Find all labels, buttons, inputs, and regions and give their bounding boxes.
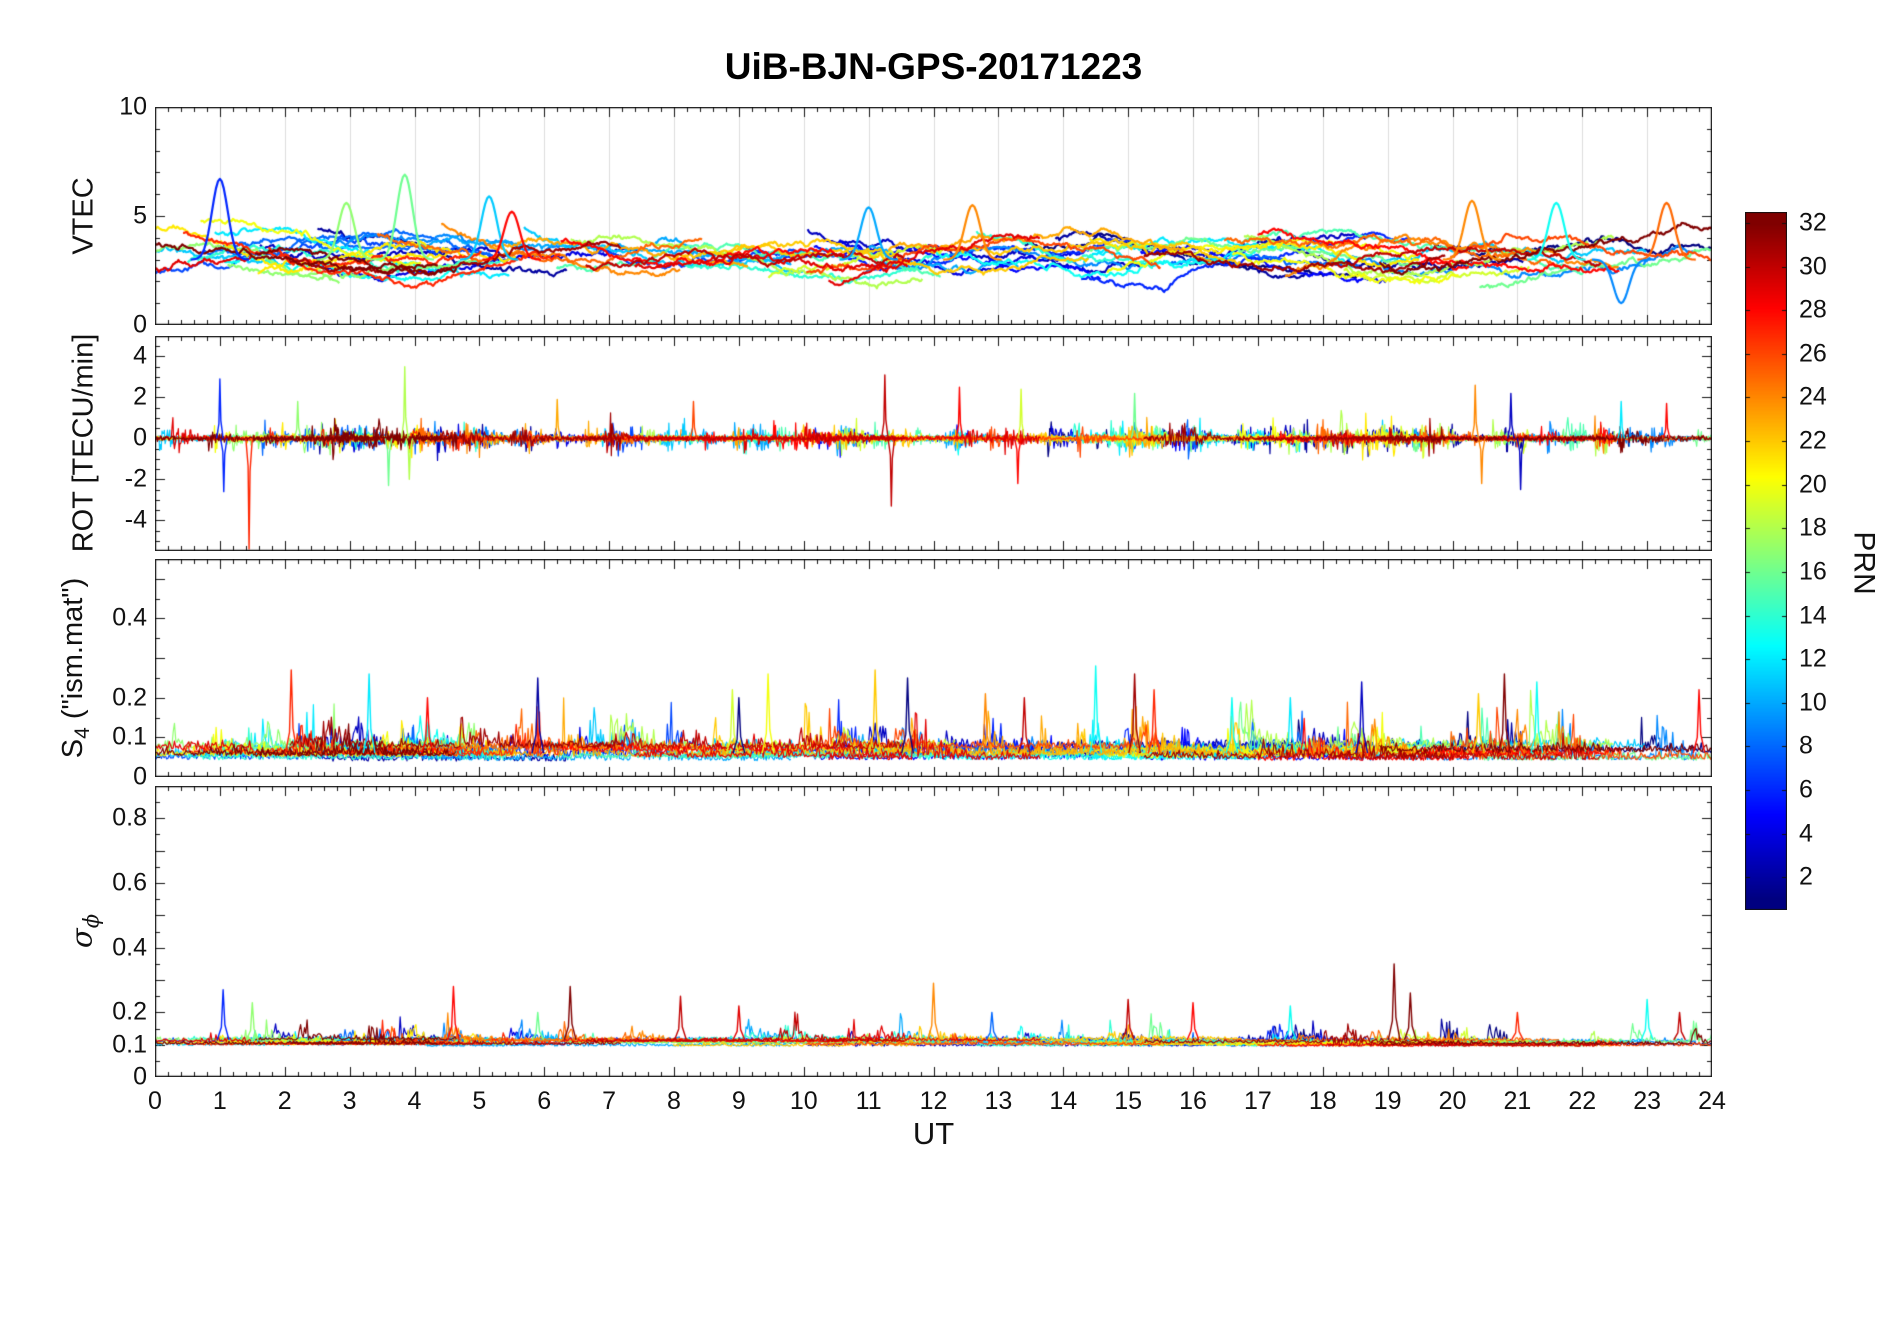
x-tick-label: 11 [855, 1087, 882, 1115]
y-tick-label: -2 [124, 464, 147, 493]
y-tick-label: 2 [133, 382, 147, 411]
y-tick-label: 0 [133, 762, 147, 791]
colorbar-tick-label: 2 [1799, 862, 1813, 891]
panel-s4 [155, 559, 1712, 777]
colorbar-tick-label: 26 [1799, 339, 1827, 368]
y-tick-label: 0.4 [112, 603, 147, 632]
x-tick-label: 22 [1568, 1087, 1597, 1115]
y-tick-label: 0.2 [112, 683, 147, 712]
colorbar [1745, 212, 1787, 910]
y-tick-label: 4 [133, 341, 147, 370]
x-tick-label: 1 [212, 1087, 227, 1115]
x-tick-label: 18 [1308, 1087, 1337, 1115]
y-tick-label: 0 [133, 423, 147, 452]
colorbar-tick-label: 22 [1799, 426, 1827, 455]
colorbar-tick-label: 4 [1799, 819, 1813, 848]
colorbar-label-prn: PRN [1847, 531, 1881, 595]
x-tick-label: 23 [1633, 1087, 1662, 1115]
rot-plot-canvas [155, 336, 1712, 551]
y-tick-label: 0 [133, 310, 147, 339]
y-tick-label: 0.2 [112, 997, 147, 1026]
x-tick-label: 3 [342, 1087, 357, 1115]
x-tick-label: 7 [602, 1087, 617, 1115]
panel-vtec [155, 107, 1712, 325]
x-tick-label: 19 [1373, 1087, 1402, 1115]
y-tick-label: 0.8 [112, 803, 147, 832]
colorbar-tick-label: 8 [1799, 731, 1813, 760]
chart-title: UiB-BJN-GPS-20171223 [724, 46, 1143, 87]
x-tick-label: 8 [667, 1087, 681, 1115]
y-tick-label: 0.4 [112, 933, 147, 962]
panel-sigma-phi [155, 786, 1712, 1077]
colorbar-tick-label: 18 [1799, 513, 1827, 542]
x-tick-label: 15 [1114, 1087, 1143, 1115]
sigma-phi-plot-canvas [155, 786, 1712, 1077]
colorbar-tick-label: 6 [1799, 775, 1813, 804]
x-tick-label: 16 [1179, 1087, 1207, 1115]
y-tick-label: 0.6 [112, 868, 147, 897]
colorbar-tick-label: 28 [1799, 295, 1827, 324]
x-tick-label: 20 [1438, 1087, 1467, 1115]
colorbar-tick-label: 20 [1799, 470, 1827, 499]
x-tick-label: 9 [731, 1087, 746, 1115]
x-tick-label: 12 [919, 1087, 948, 1115]
colorbar-tick-label: 10 [1799, 688, 1827, 717]
xlabel-ut: UT [912, 1116, 955, 1151]
colorbar-tick-label: 12 [1799, 644, 1827, 673]
x-tick-label: 0 [148, 1087, 162, 1115]
panel-rot [155, 336, 1712, 551]
x-tick-label: 24 [1698, 1087, 1726, 1115]
y-tick-label: 0.1 [112, 1030, 147, 1059]
x-tick-label: 13 [984, 1087, 1013, 1115]
y-tick-label: -4 [124, 505, 147, 534]
y-tick-label: 0 [133, 1062, 147, 1091]
x-tick-label: 6 [537, 1087, 552, 1115]
x-tick-label: 17 [1243, 1087, 1272, 1115]
x-tick-label: 10 [789, 1087, 818, 1115]
x-tick-label: 5 [472, 1087, 487, 1115]
x-tick-label: 2 [277, 1087, 292, 1115]
x-tick-label: 14 [1049, 1087, 1078, 1115]
x-tick-label: 21 [1503, 1087, 1532, 1115]
colorbar-tick-label: 16 [1799, 557, 1827, 586]
y-tick-label: 0.1 [112, 722, 147, 751]
y-tick-label: 5 [133, 201, 147, 230]
colorbar-tick-label: 32 [1799, 208, 1827, 237]
y-tick-label: 10 [119, 92, 147, 121]
colorbar-tick-label: 24 [1799, 382, 1827, 411]
x-tick-label: 4 [407, 1087, 422, 1115]
vtec-plot-canvas [155, 107, 1712, 325]
s4-plot-canvas [155, 559, 1712, 777]
colorbar-tick-label: 14 [1799, 601, 1827, 630]
colorbar-tick-label: 30 [1799, 252, 1827, 281]
